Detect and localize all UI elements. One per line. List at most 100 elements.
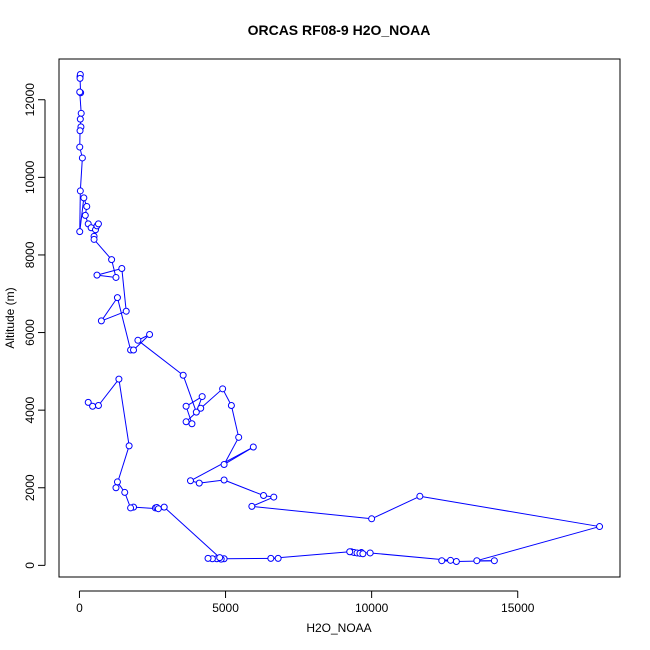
- data-point: [186, 477, 194, 485]
- data-point: [125, 442, 133, 450]
- x-axis: 0 5000 10000 15000: [76, 590, 535, 615]
- series-segment: [223, 479, 264, 496]
- data-point: [112, 273, 120, 281]
- y-tick-label: 2000: [23, 474, 37, 501]
- series-segment: [79, 197, 85, 232]
- data-point: [198, 393, 206, 401]
- series-segment: [116, 297, 132, 351]
- series-segment: [98, 378, 120, 406]
- data-point: [90, 235, 98, 243]
- data-point: [596, 523, 604, 531]
- data-point: [94, 220, 102, 228]
- data-point: [359, 550, 367, 558]
- series-segment: [118, 379, 130, 446]
- series-segment: [223, 437, 240, 465]
- data-point: [81, 211, 89, 219]
- data-point: [127, 504, 135, 512]
- chart-title: ORCAS RF08-9 H2O_NOAA: [248, 22, 431, 38]
- y-tick-label: 10000: [23, 160, 37, 194]
- data-point: [197, 404, 205, 412]
- data-point: [134, 336, 142, 344]
- data-point: [227, 401, 235, 409]
- series-segment: [96, 268, 122, 276]
- y-tick-label: 0: [23, 562, 37, 569]
- data-point: [416, 492, 424, 500]
- series-segment: [230, 405, 240, 438]
- series-segment: [370, 552, 451, 561]
- data-point: [113, 294, 121, 302]
- data-point: [80, 194, 88, 202]
- series-segment: [121, 268, 127, 312]
- x-axis-label: H2O_NOAA: [306, 621, 371, 635]
- data-series: [76, 71, 604, 565]
- series-segment: [163, 506, 221, 558]
- data-point: [93, 271, 101, 279]
- series-segment: [100, 297, 118, 322]
- y-axis: 0 2000 4000 6000 8000 10000 12000: [23, 83, 46, 569]
- series-segment: [270, 551, 350, 559]
- data-point: [112, 484, 120, 492]
- data-point: [160, 503, 168, 511]
- data-point: [84, 398, 92, 406]
- data-point: [130, 346, 138, 354]
- data-point: [122, 307, 130, 315]
- data-point: [76, 74, 84, 82]
- data-point: [76, 143, 84, 151]
- series-segment: [182, 375, 197, 413]
- data-point: [154, 505, 162, 513]
- data-point: [220, 476, 228, 484]
- data-point: [195, 479, 203, 487]
- plot-frame: [58, 58, 621, 578]
- data-point: [267, 554, 275, 562]
- data-point: [115, 375, 123, 383]
- series-segment: [199, 479, 225, 484]
- data-point: [77, 109, 85, 117]
- data-point: [346, 548, 354, 556]
- data-point: [78, 154, 86, 162]
- data-point: [260, 492, 268, 500]
- x-tick-label: 15000: [501, 601, 535, 615]
- x-tick-label: 10000: [355, 601, 389, 615]
- data-point: [188, 420, 196, 428]
- data-point: [219, 385, 227, 393]
- data-point: [83, 202, 91, 210]
- series-segment: [79, 190, 81, 232]
- data-point: [113, 478, 121, 486]
- series-segment: [476, 526, 600, 562]
- data-point: [76, 187, 84, 195]
- data-point: [366, 549, 374, 557]
- data-point: [76, 127, 84, 135]
- data-point: [89, 402, 97, 410]
- series-segment: [251, 505, 372, 520]
- data-point: [182, 402, 190, 410]
- series-segment: [93, 239, 112, 260]
- series-segment: [200, 388, 223, 409]
- data-point: [490, 557, 498, 565]
- y-tick-label: 8000: [23, 241, 37, 268]
- y-axis-label: Altitude (m): [3, 287, 17, 348]
- data-point: [121, 488, 129, 496]
- data-point: [94, 401, 102, 409]
- data-point: [248, 502, 256, 510]
- data-point: [108, 256, 116, 264]
- data-point: [274, 554, 282, 562]
- data-point: [447, 556, 455, 564]
- data-point: [76, 228, 84, 236]
- data-point: [438, 557, 446, 565]
- series-segment: [133, 334, 150, 351]
- y-tick-label: 4000: [23, 396, 37, 423]
- series-segment: [251, 496, 274, 507]
- series-segment: [79, 157, 83, 191]
- series-segment: [101, 310, 127, 322]
- data-point: [192, 408, 200, 416]
- data-point: [368, 515, 376, 523]
- data-point: [182, 418, 190, 426]
- data-point: [204, 554, 212, 562]
- data-point: [146, 330, 154, 338]
- series-segment: [371, 495, 421, 520]
- y-tick-label: 12000: [23, 83, 37, 117]
- y-tick-label: 6000: [23, 319, 37, 346]
- x-tick-label: 5000: [212, 601, 239, 615]
- data-point: [452, 557, 460, 565]
